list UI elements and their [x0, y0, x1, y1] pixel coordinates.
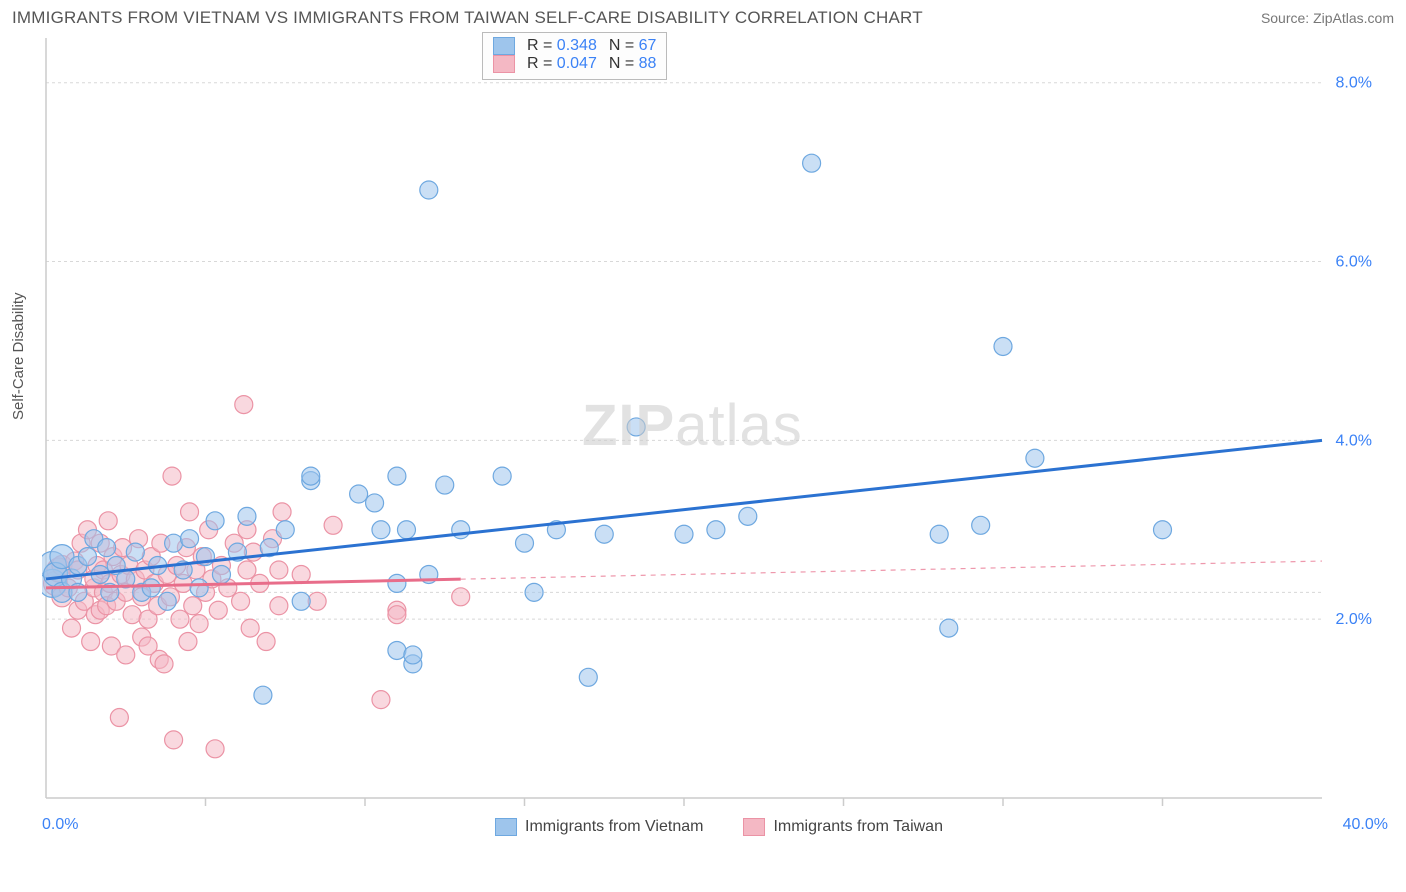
- r-prefix: R =: [527, 37, 552, 54]
- svg-text:2.0%: 2.0%: [1336, 611, 1372, 628]
- svg-text:8.0%: 8.0%: [1336, 75, 1372, 92]
- r-prefix: R =: [527, 55, 552, 72]
- legend-row-taiwan: R = 0.047 N = 88: [493, 55, 656, 73]
- n-prefix: N =: [609, 37, 634, 54]
- n-prefix: N =: [609, 55, 634, 72]
- legend-label-vietnam: Immigrants from Vietnam: [525, 818, 703, 836]
- n-value-taiwan: 88: [639, 55, 657, 72]
- r-value-vietnam: 0.348: [557, 37, 597, 54]
- n-value-vietnam: 67: [639, 37, 657, 54]
- swatch-taiwan: [743, 818, 765, 836]
- swatch-vietnam: [493, 37, 515, 55]
- correlation-legend: R = 0.348 N = 67 R = 0.047 N = 88: [482, 32, 667, 80]
- scatter-chart: 2.0% 4.0% 6.0% 8.0%: [42, 32, 1382, 832]
- chart-header: IMMIGRANTS FROM VIETNAM VS IMMIGRANTS FR…: [0, 0, 1406, 32]
- chart-area: 2.0%4.0%6.0%8.0% ZIPatlas R = 0.348 N = …: [42, 32, 1396, 832]
- r-value-taiwan: 0.047: [557, 55, 597, 72]
- svg-text:4.0%: 4.0%: [1336, 432, 1372, 449]
- legend-row-vietnam: R = 0.348 N = 67: [493, 37, 656, 55]
- svg-text:6.0%: 6.0%: [1336, 254, 1372, 271]
- legend-label-taiwan: Immigrants from Taiwan: [773, 818, 943, 836]
- legend-item-vietnam: Immigrants from Vietnam: [495, 818, 703, 836]
- swatch-taiwan: [493, 55, 515, 73]
- series-legend: Immigrants from Vietnam Immigrants from …: [42, 818, 1396, 836]
- chart-title: IMMIGRANTS FROM VIETNAM VS IMMIGRANTS FR…: [12, 8, 923, 28]
- legend-item-taiwan: Immigrants from Taiwan: [743, 818, 943, 836]
- swatch-vietnam: [495, 818, 517, 836]
- y-axis-label: Self-Care Disability: [10, 292, 27, 420]
- chart-source: Source: ZipAtlas.com: [1261, 10, 1394, 26]
